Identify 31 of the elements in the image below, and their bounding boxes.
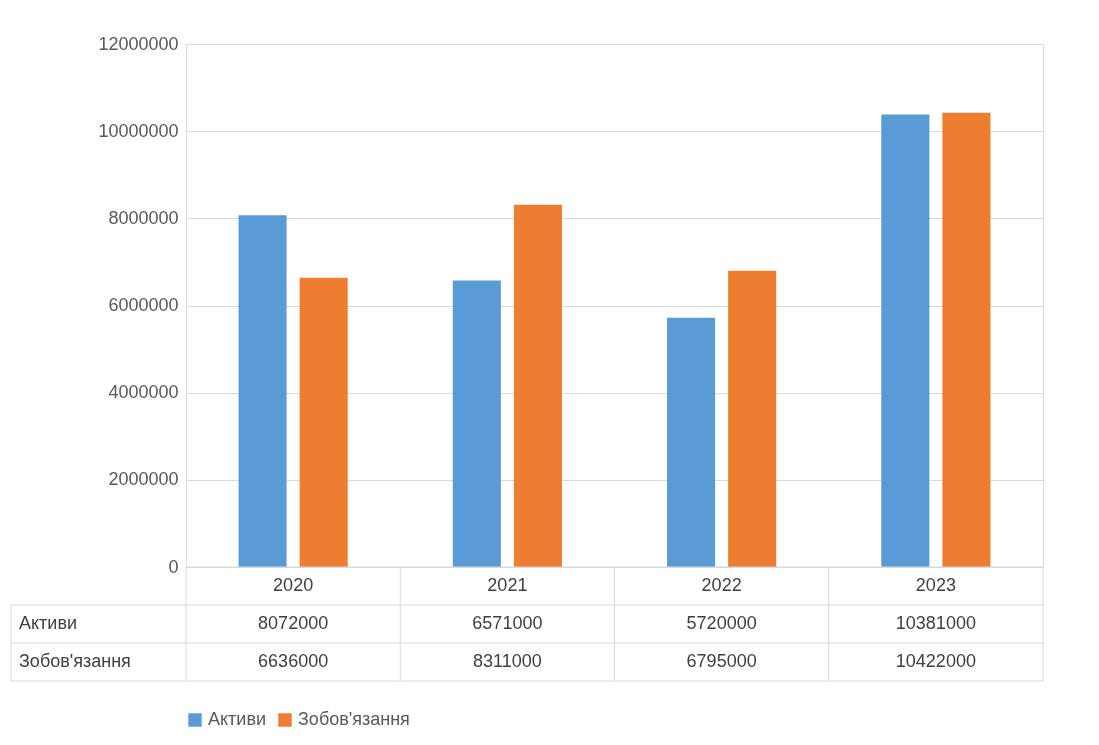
bar [238,215,287,567]
data-label: 10422000 [895,651,976,671]
y-tick-label: 6000000 [108,295,179,315]
y-tick-label: 4000000 [108,382,179,403]
data-label: 10381000 [895,613,976,633]
bar [728,270,777,567]
data-label: 6795000 [686,651,757,671]
y-tick-label: 0 [168,556,179,577]
text: Активи [19,613,77,633]
x-tick-label: 2022 [701,575,742,595]
x-tick-label: 2021 [487,575,528,595]
legend-label: Зобов'язання [298,709,410,729]
bar [881,114,930,567]
x-tick-label: 2023 [915,575,956,595]
bar [513,204,562,567]
y-tick-label: 8000000 [108,207,179,228]
y-tick-label: 2000000 [108,469,179,490]
bar [667,317,716,567]
text: Зобов'язання [19,651,131,671]
data-label: 8311000 [473,651,542,671]
legend-label: Активи [208,709,266,729]
data-label: 6636000 [258,651,329,671]
bar [942,112,991,567]
data-label: 8072000 [258,613,329,633]
bar [452,280,501,567]
y-tick-label: 10000000 [98,120,179,141]
x-tick-label: 2020 [273,575,314,595]
y-tick-label: 12000000 [98,33,179,54]
data-label: 5720000 [686,613,757,633]
bar [299,277,348,567]
data-label: 6571000 [472,613,543,633]
